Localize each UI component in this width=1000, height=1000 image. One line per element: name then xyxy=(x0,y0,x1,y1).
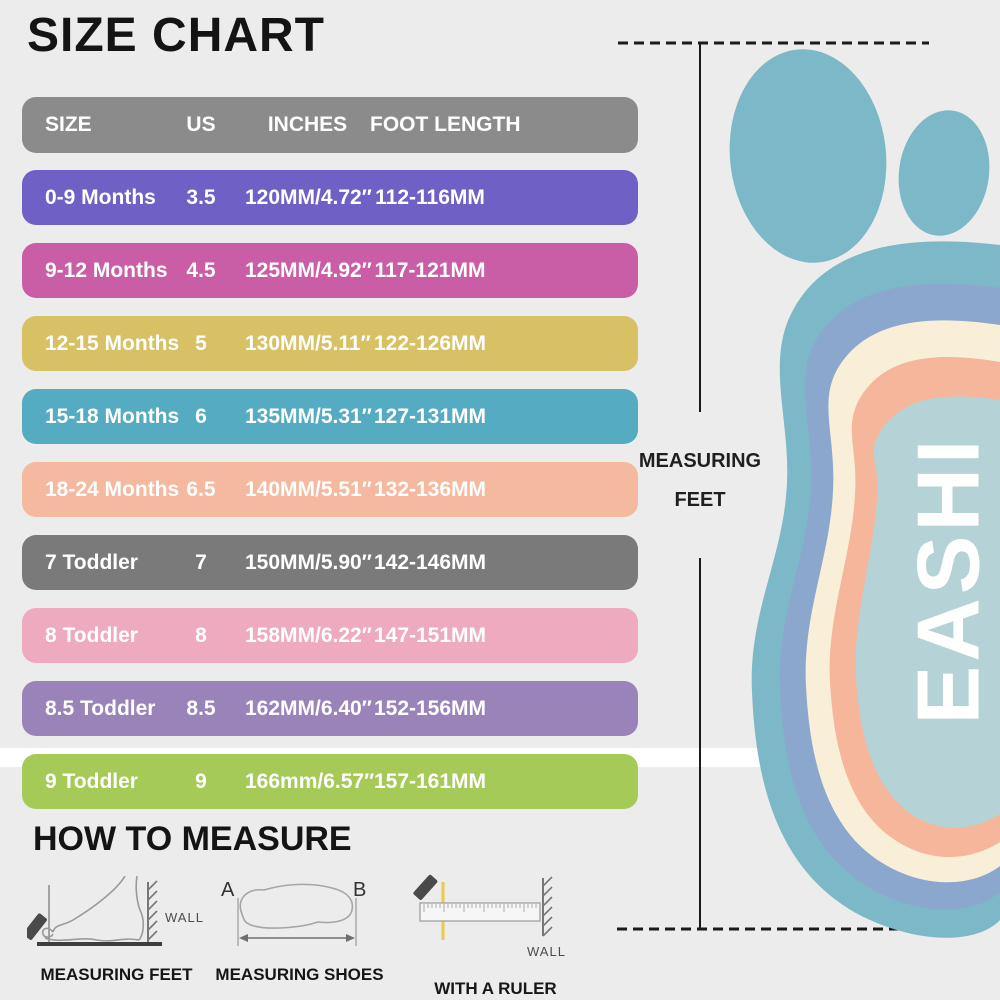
cell-size: 0-9 Months xyxy=(45,185,156,209)
foot-layer-salmon xyxy=(829,357,1000,858)
figure-measuring-shoes: A B MEASURING SHOES xyxy=(212,870,387,985)
wall-label: WALL xyxy=(527,944,566,959)
callout-line-2: FEET xyxy=(674,489,726,511)
table-row: 7 Toddler 7 150MM/5.90″ 142-146MM xyxy=(22,535,638,590)
table-row: 8.5 Toddler 8.5 162MM/6.40″ 152-156MM xyxy=(22,681,638,736)
cell-inches: 162MM/6.40″ xyxy=(245,696,372,720)
table-row: 8 Toddler 8 158MM/6.22″ 147-151MM xyxy=(22,608,638,663)
cell-us: 6 xyxy=(195,404,207,428)
wall-label: WALL xyxy=(165,910,204,925)
cell-foot-length: 152-156MM xyxy=(373,696,487,720)
small-toe xyxy=(898,110,990,236)
cell-size: 7 Toddler xyxy=(45,550,138,574)
column-header-us: US xyxy=(186,113,216,136)
cell-foot-length: 157-161MM xyxy=(373,769,487,793)
callout-line-1: MEASURING xyxy=(638,450,762,472)
column-header-size: SIZE xyxy=(45,113,92,136)
cell-size: 15-18 Months xyxy=(45,404,180,428)
cell-inches: 140MM/5.51″ xyxy=(245,477,372,501)
table-row: 18-24 Months 6.5 140MM/5.51″ 132-136MM xyxy=(22,462,638,517)
foot-layer-outer xyxy=(751,241,1000,938)
cell-size: 18-24 Months xyxy=(45,477,180,501)
how-to-measure-heading: HOW TO MEASURE xyxy=(33,820,352,858)
measuring-feet-icon: WALL xyxy=(22,875,204,946)
measuring-feet-callout: MEASURING FEET xyxy=(622,450,778,512)
figure-measuring-feet: WALL MEASURING FEET xyxy=(22,875,209,985)
cell-us: 8 xyxy=(195,623,207,647)
brand-text: EASHI xyxy=(899,436,998,725)
point-b-label: B xyxy=(353,879,366,901)
pencil-icon xyxy=(22,913,47,940)
cell-size: 9 Toddler xyxy=(45,769,138,793)
cell-foot-length: 117-121MM xyxy=(374,258,486,282)
page-title: SIZE CHART xyxy=(27,9,325,62)
cell-us: 7 xyxy=(195,550,207,574)
ruler xyxy=(419,902,541,922)
cell-us: 4.5 xyxy=(186,258,216,282)
cell-size: 8 Toddler xyxy=(45,623,138,647)
cell-size: 12-15 Months xyxy=(45,331,180,355)
with-a-ruler-icon: WALL xyxy=(413,874,566,959)
cell-us: 8.5 xyxy=(186,696,216,720)
cell-inches: 130MM/5.11″ xyxy=(245,331,371,355)
shoe-sole-outline xyxy=(239,883,354,929)
cell-inches: 166mm/6.57″ xyxy=(245,769,375,793)
wall-hatch xyxy=(542,876,553,937)
column-header-foot-length: FOOT LENGTH xyxy=(370,113,521,136)
table-row: 9-12 Months 4.5 125MM/4.92″ 117-121MM xyxy=(22,243,638,298)
point-a-label: A xyxy=(221,879,235,901)
cell-us: 9 xyxy=(195,769,207,793)
cell-inches: 125MM/4.92″ xyxy=(245,258,372,282)
cell-size: 9-12 Months xyxy=(45,258,168,282)
length-arrow xyxy=(239,934,355,942)
foot-layer-cream xyxy=(805,320,1000,883)
cell-foot-length: 112-116MM xyxy=(375,185,485,209)
figure-label: WITH A RULER xyxy=(434,979,557,998)
figure-label: MEASURING FEET xyxy=(40,965,193,984)
cell-us: 5 xyxy=(195,331,207,355)
table-row: 0-9 Months 3.5 120MM/4.72″ 112-116MM xyxy=(22,170,638,225)
table-row: 12-15 Months 5 130MM/5.11″ 122-126MM xyxy=(22,316,638,371)
cell-size: 8.5 Toddler xyxy=(45,696,156,720)
cell-inches: 120MM/4.72″ xyxy=(245,185,372,209)
cell-us: 3.5 xyxy=(186,185,216,209)
size-table: SIZE US INCHES FOOT LENGTH 0-9 Months 3.… xyxy=(22,97,638,827)
column-header-inches: INCHES xyxy=(267,113,348,136)
cell-inches: 158MM/6.22″ xyxy=(245,623,372,647)
figure-with-a-ruler: WALL WITH A RULER xyxy=(408,866,583,999)
cell-foot-length: 122-126MM xyxy=(373,331,487,355)
cell-inches: 150MM/5.90″ xyxy=(245,550,372,574)
cell-inches: 135MM/5.31″ xyxy=(245,404,372,428)
cell-foot-length: 127-131MM xyxy=(373,404,487,428)
cell-foot-length: 132-136MM xyxy=(373,477,487,501)
measuring-shoes-icon: A B xyxy=(221,879,366,946)
foot-layer-periwinkle xyxy=(779,283,1000,910)
figure-label: MEASURING SHOES xyxy=(215,965,384,984)
foot-outline xyxy=(41,875,144,942)
wall-hatch xyxy=(146,880,158,942)
table-header-row: SIZE US INCHES FOOT LENGTH xyxy=(22,97,638,153)
pencil-icon xyxy=(413,874,438,900)
cell-foot-length: 142-146MM xyxy=(373,550,487,574)
cell-foot-length: 147-151MM xyxy=(373,623,487,647)
big-toe xyxy=(729,49,887,263)
table-row: 9 Toddler 9 166mm/6.57″ 157-161MM xyxy=(22,754,638,809)
cell-us: 6.5 xyxy=(186,477,216,501)
table-row: 15-18 Months 6 135MM/5.31″ 127-131MM xyxy=(22,389,638,444)
